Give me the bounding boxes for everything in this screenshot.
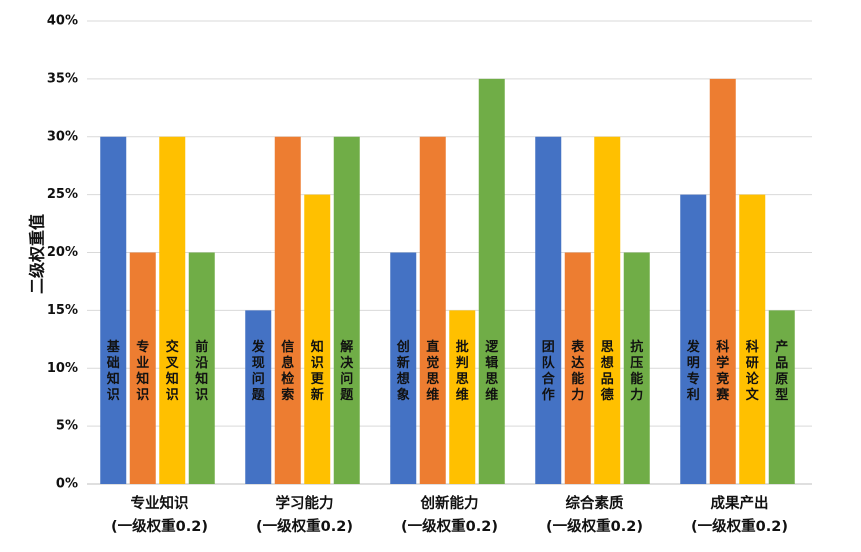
bar-label: 发现问题	[251, 339, 266, 403]
y-tick-label: 30%	[47, 129, 78, 144]
group-sub-label: (一级权重0.2)	[256, 517, 353, 535]
bar	[680, 194, 707, 484]
y-tick-label: 10%	[47, 361, 78, 376]
bar	[739, 194, 766, 484]
group-name-label: 创新能力	[420, 494, 479, 512]
bar-label: 直觉思维	[426, 339, 439, 403]
axes: 0% 5% 10% 15% 20% 25% 30% 35% 40% 专业知识 (一级权重0.2) 学习…	[47, 14, 788, 536]
bar-label: 发明专利	[686, 339, 701, 403]
y-tick-label: 25%	[47, 187, 78, 202]
bar	[594, 136, 621, 484]
bar	[623, 252, 650, 484]
y-tick-label: 0%	[56, 477, 78, 492]
bar-label: 科研论文	[746, 339, 760, 403]
bar	[768, 310, 795, 484]
bar	[449, 310, 476, 484]
bar-label: 科学竞赛	[715, 339, 730, 403]
group-name-label: 综合素质	[566, 494, 624, 512]
bar-label: 抗压能力	[630, 339, 643, 403]
y-tick-label: 5%	[56, 419, 78, 434]
bar	[188, 252, 215, 484]
bar	[709, 78, 736, 484]
bar-label: 信息检索	[281, 339, 294, 403]
bar-label: 前沿知识	[195, 339, 208, 403]
bar	[333, 136, 360, 484]
group-sub-label: (一级权重0.2)	[691, 517, 788, 535]
group-name-label: 学习能力	[276, 494, 334, 512]
bar-label: 解决问题	[339, 339, 354, 403]
bar	[129, 252, 156, 484]
group-name-label: 成果产出	[711, 494, 769, 512]
bar-label: 批判思维	[456, 339, 469, 403]
bar	[419, 136, 446, 484]
bar-label: 团队合作	[542, 340, 556, 403]
y-tick-label: 35%	[47, 71, 78, 86]
bar-label: 逻辑思维	[485, 339, 499, 403]
bar	[245, 310, 272, 484]
bar	[159, 136, 186, 484]
bar-label: 思想品德	[601, 340, 614, 403]
bar	[535, 136, 562, 484]
bar-label: 基础知识	[106, 339, 121, 403]
bar	[390, 252, 417, 484]
bar-label: 表达能力	[570, 339, 585, 403]
bar	[304, 194, 331, 484]
bar	[100, 136, 127, 484]
group-name-label: 专业知识	[131, 494, 189, 512]
group-sub-label: (一级权重0.2)	[401, 517, 498, 535]
y-tick-label: 15%	[47, 303, 78, 318]
y-tick-label: 20%	[47, 245, 78, 260]
y-axis-title: 二级权重值	[28, 214, 47, 294]
group-sub-label: (一级权重0.2)	[546, 517, 643, 535]
bar-label: 知识更新	[311, 339, 325, 403]
y-tick-label: 40%	[47, 14, 78, 29]
bar-label: 交叉知识	[165, 339, 180, 403]
bar	[274, 136, 301, 484]
group-sub-label: (一级权重0.2)	[111, 517, 208, 535]
bar-label: 创新想象	[396, 339, 410, 403]
bar	[478, 78, 505, 484]
bar-label: 专业知识	[136, 339, 149, 403]
bar-label: 产品原型	[775, 339, 788, 403]
bar	[564, 252, 591, 484]
